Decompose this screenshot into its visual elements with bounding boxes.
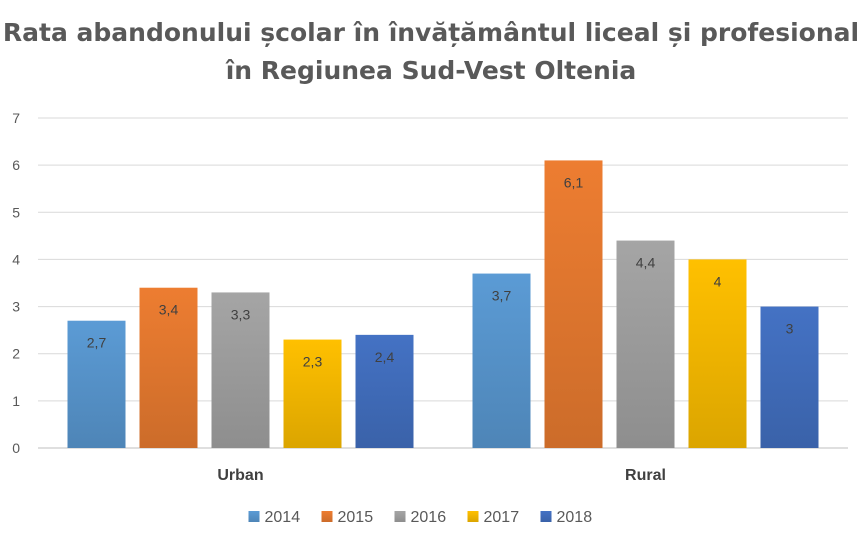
data-label: 3,7: [492, 288, 512, 304]
legend-label: 2018: [557, 509, 593, 526]
data-label: 3,4: [159, 302, 179, 318]
y-tick-label: 6: [12, 157, 20, 173]
legend-swatch: [394, 511, 406, 522]
legend-label: 2016: [411, 509, 447, 526]
legend-label: 2015: [338, 509, 374, 526]
bar-rural-2017: [688, 259, 747, 448]
data-label: 2,4: [375, 349, 395, 365]
data-label: 2,3: [303, 354, 323, 370]
y-tick-label: 7: [12, 110, 20, 126]
bar-urban-2017: [283, 339, 342, 448]
data-label: 4: [714, 273, 722, 289]
legend-swatch: [540, 511, 552, 522]
y-tick-label: 5: [12, 204, 20, 220]
bar-rural-2014: [472, 273, 531, 448]
legend-swatch: [467, 511, 479, 522]
bar-urban-2018: [355, 334, 414, 448]
y-tick-label: 3: [12, 299, 20, 315]
bar-urban-2014: [67, 320, 126, 448]
x-category-label: Rural: [625, 467, 666, 484]
legend-swatch: [321, 511, 333, 522]
bar-rural-2015: [544, 160, 603, 448]
data-label: 3,3: [231, 306, 251, 322]
data-label: 2,7: [87, 335, 107, 351]
bar-rural-2018: [760, 306, 819, 448]
legend-label: 2017: [484, 509, 520, 526]
legend-label: 2014: [265, 509, 301, 526]
y-tick-label: 0: [12, 440, 20, 456]
chart-title: Rata abandonului școlar în învățământul …: [2, 18, 860, 85]
bar-urban-2016: [211, 292, 270, 448]
bar-urban-2015: [139, 287, 198, 448]
y-tick-label: 4: [12, 251, 20, 267]
data-label: 4,4: [636, 255, 656, 271]
y-tick-label: 2: [12, 346, 20, 362]
legend-swatch: [248, 511, 260, 522]
data-label: 6,1: [564, 174, 584, 190]
y-tick-label: 1: [12, 393, 20, 409]
x-category-label: Urban: [217, 467, 263, 484]
data-label: 3: [786, 321, 794, 337]
bar-rural-2016: [616, 240, 675, 448]
